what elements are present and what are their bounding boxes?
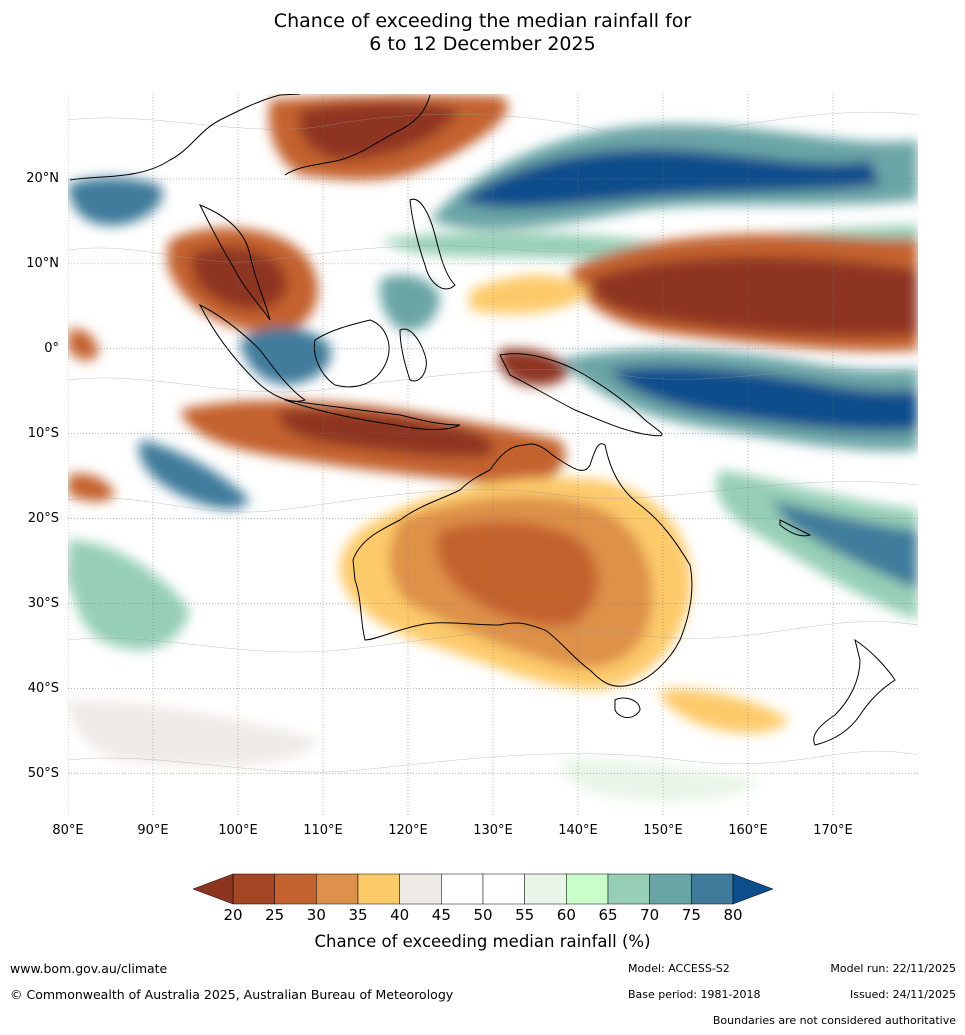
- colorbar-tick-label: 35: [348, 906, 368, 924]
- footer-model: Model: ACCESS-S2: [628, 962, 730, 975]
- latitude-label: 0°: [44, 340, 59, 356]
- colorbar-segment: [441, 873, 484, 905]
- colorbar-segment: [399, 873, 442, 905]
- latitude-label: 30°S: [27, 595, 59, 611]
- colorbar-tick-label: 50: [473, 906, 493, 924]
- colorbar-tick-label: 25: [265, 906, 285, 924]
- colorbar-tick-label: 30: [306, 906, 326, 924]
- longitude-label: 120°E: [388, 823, 428, 838]
- colorbar-tick-label: 75: [681, 906, 701, 924]
- indochina-coastline: [284, 94, 431, 176]
- graticule: [68, 94, 918, 816]
- footer-disclaimer: Boundaries are not considered authoritat…: [712, 1014, 956, 1027]
- malay-peninsula-coastline: [198, 204, 271, 321]
- longitude-label: 110°E: [303, 823, 343, 838]
- colorbar-segment: [607, 873, 650, 905]
- longitude-label: 140°E: [558, 823, 598, 838]
- footer-base-period: Base period: 1981-2018: [628, 988, 761, 1001]
- longitude-label: 170°E: [813, 823, 853, 838]
- colorbar-tick-label: 40: [390, 906, 410, 924]
- latitude-label: 40°S: [27, 680, 59, 696]
- title-line-2: 6 to 12 December 2025: [369, 33, 596, 55]
- footer-model-run: Model run: 22/11/2025: [830, 962, 956, 975]
- colorbar-tick-label: 80: [723, 906, 743, 924]
- latitude-label: 10°S: [27, 425, 59, 441]
- latitude-label: 10°N: [26, 255, 59, 271]
- colorbar-segment: [482, 873, 525, 905]
- australia-coastline: [352, 443, 693, 687]
- chart-title: Chance of exceeding the median rainfall …: [0, 10, 965, 56]
- longitude-label: 160°E: [728, 823, 768, 838]
- longitude-label: 130°E: [473, 823, 513, 838]
- colorbar-tick-label: 55: [515, 906, 535, 924]
- longitude-label: 150°E: [643, 823, 683, 838]
- longitude-label: 90°E: [137, 823, 169, 838]
- asia-coastline: [69, 94, 301, 181]
- colorbar-over-arrow: [732, 873, 774, 905]
- colorbar-segment: [691, 873, 734, 905]
- footer-issued: Issued: 24/11/2025: [849, 988, 956, 1001]
- longitude-label: 100°E: [218, 823, 258, 838]
- footer-website: www.bom.gov.au/climate: [10, 961, 168, 976]
- rainfall-map: [68, 94, 918, 816]
- colorbar-segment: [357, 873, 400, 905]
- title-line-1: Chance of exceeding the median rainfall …: [273, 10, 692, 32]
- colorbar-under-arrow: [192, 873, 234, 905]
- colorbar-segment: [649, 873, 692, 905]
- coastlines: [69, 94, 896, 746]
- colorbar-tick-label: 65: [598, 906, 618, 924]
- colorbar-tick-label: 45: [431, 906, 451, 924]
- longitude-label: 80°E: [52, 823, 84, 838]
- latitude-label: 20°N: [26, 170, 59, 186]
- colorbar-segment: [274, 873, 317, 905]
- colorbar-title: Chance of exceeding median rainfall (%): [314, 932, 651, 951]
- new-guinea-coastline: [499, 353, 663, 437]
- borneo-coastline: [313, 319, 390, 388]
- footer-copyright: © Commonwealth of Australia 2025, Austra…: [10, 987, 454, 1002]
- sulawesi-coastline: [399, 328, 427, 382]
- tasmania-coastline: [614, 697, 641, 718]
- colorbar-segment: [316, 873, 359, 905]
- field-blobs: [68, 95, 918, 802]
- colorbar-segment: [566, 873, 609, 905]
- latitude-label: 50°S: [27, 765, 59, 781]
- contour-lines: [68, 111, 918, 773]
- java-coastline: [284, 399, 461, 431]
- rainfall-field: [68, 94, 918, 816]
- colorbar-tick-label: 20: [223, 906, 243, 924]
- philippines-coastline: [409, 198, 456, 290]
- latitude-label: 20°S: [27, 510, 59, 526]
- new-caledonia-coastline: [779, 519, 812, 537]
- colorbar-tick-label: 70: [640, 906, 660, 924]
- colorbar-segment: [232, 873, 275, 905]
- sumatra-coastline: [198, 303, 307, 402]
- colorbar-segment: [524, 873, 567, 905]
- colorbar-tick-label: 60: [556, 906, 576, 924]
- new-zealand-coastline: [813, 638, 896, 746]
